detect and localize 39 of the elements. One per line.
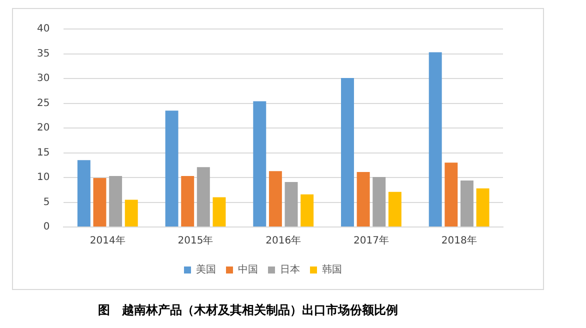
bar [428, 52, 442, 226]
bar [341, 78, 354, 226]
bar [444, 162, 458, 226]
bar [388, 192, 402, 226]
bar [460, 180, 474, 226]
y-tick-label: 15 [36, 147, 50, 158]
bar [93, 178, 106, 226]
y-tick-label: 35 [36, 48, 50, 60]
bar [253, 101, 266, 226]
bar [284, 182, 298, 226]
bar [181, 176, 194, 226]
y-tick-label: 25 [36, 98, 50, 109]
bar [109, 176, 122, 226]
bar [372, 177, 386, 226]
y-tick-label: 0 [43, 222, 50, 233]
bar [268, 171, 282, 226]
bar [212, 197, 226, 226]
x-tick-label: 2015年 [178, 234, 214, 247]
y-tick-label: 40 [36, 24, 50, 35]
x-tick-label: 2014年 [90, 234, 126, 247]
legend-label: 中国 [238, 264, 258, 276]
legend-label: 韩国 [322, 264, 342, 276]
y-tick-label: 10 [36, 172, 50, 184]
y-tick-label: 30 [36, 73, 50, 84]
bar [196, 167, 210, 226]
x-tick-label: 2018年 [441, 234, 477, 247]
legend-label: 美国 [196, 264, 216, 276]
bar [476, 188, 490, 226]
bar [77, 160, 90, 226]
x-tick-label: 2016年 [266, 234, 302, 247]
bar [300, 194, 314, 226]
bar [124, 200, 138, 226]
y-tick-label: 5 [43, 196, 50, 208]
y-tick-label: 20 [36, 122, 50, 134]
bar [165, 110, 178, 226]
text: 图 越南林产品（木材及其相关制品）出口市场份额比例 [98, 302, 399, 319]
x-tick-label: 2017年 [353, 234, 389, 247]
bar [356, 172, 370, 226]
legend-label: 日本 [280, 264, 300, 276]
